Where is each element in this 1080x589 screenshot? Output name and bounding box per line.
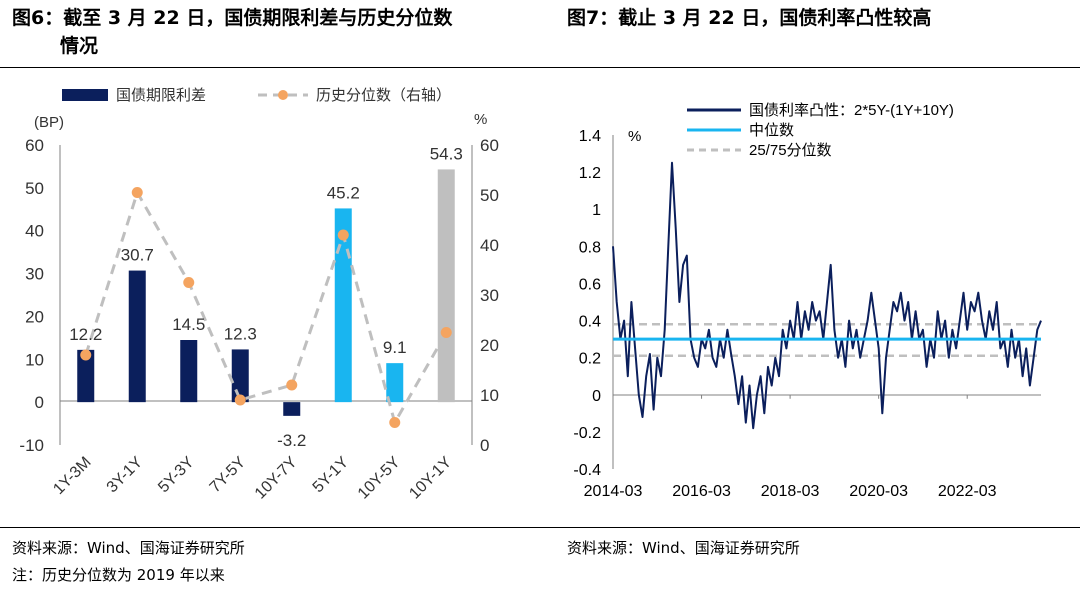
legend-dot-swatch: [278, 90, 288, 100]
y-tick-label: 0.6: [579, 276, 601, 293]
legend-bar-swatch: [62, 89, 108, 101]
y-tick-label: 0.2: [579, 351, 601, 368]
right-tick-label: 20: [480, 336, 499, 355]
bar-5Y-1Y: [334, 208, 352, 403]
y-tick-label: -0.4: [573, 462, 601, 479]
legend-line-label: 历史分位数（右轴）: [316, 87, 451, 104]
legend-median-label: 中位数: [749, 122, 794, 139]
left-tick-label: 30: [25, 265, 44, 284]
x-tick-label: 2018-03: [761, 483, 820, 500]
left-tick-label: 10: [25, 350, 44, 369]
category-label: 10Y-1Y: [406, 454, 455, 503]
percentile-dot: [234, 394, 246, 406]
percentile-dot: [80, 349, 92, 361]
x-tick-label: 2020-03: [849, 483, 908, 500]
bar-3Y-1Y: [128, 270, 146, 403]
left-tick-label: 0: [35, 393, 44, 412]
fig7-chart: 国债利率凸性：2*5Y-(1Y+10Y) 中位数 25/75分位数 % -0.4…: [573, 102, 1042, 500]
x-tick-label: 2022-03: [938, 483, 997, 500]
category-label: 10Y-7Y: [252, 454, 301, 503]
category-label: 10Y-5Y: [355, 454, 404, 503]
data-label: 12.3: [224, 324, 257, 343]
y-tick-label: 0.8: [579, 239, 601, 256]
left-tick-label: 40: [25, 222, 44, 241]
left-tick-label: 60: [25, 136, 44, 155]
percentile-dots: [80, 187, 452, 428]
category-labels: 1Y-3M 3Y-1Y 5Y-3Y 7Y-5Y 10Y-7Y 5Y-1Y 10Y-5Y 10Y…: [50, 454, 455, 503]
y-tick-label: 0.4: [579, 314, 601, 331]
category-label: 1Y-3M: [50, 454, 94, 498]
data-label: -3.2: [277, 431, 306, 450]
percentile-dot: [389, 417, 401, 428]
y-tick-labels: -0.4 -0.2 0 0.2 0.4 0.6 0.8 1 1.2 1.4: [573, 128, 601, 479]
category-label: 3Y-1Y: [104, 454, 147, 497]
y-tick-label: 1: [592, 202, 601, 219]
data-label: 54.3: [430, 144, 463, 163]
fig6-note: 注：历史分位数为 2019 年以来: [12, 566, 225, 584]
legend-bar-label: 国债期限利差: [116, 87, 206, 104]
top-rule: [0, 67, 1080, 68]
data-label: 30.7: [121, 246, 154, 265]
percentile-dot: [286, 379, 298, 391]
category-label: 5Y-1Y: [310, 454, 353, 497]
bar-10Y-7Y: [283, 402, 301, 416]
y-unit-label: %: [628, 128, 641, 145]
left-tick-label: 50: [25, 179, 44, 198]
x-tick-labels: 2014-03 2016-03 2018-03 2020-03 2022-03: [584, 394, 997, 500]
convexity-series-line: [612, 161, 1042, 430]
percentile-line: [84, 188, 448, 427]
percentile-dot: [131, 187, 143, 198]
data-label: 45.2: [327, 183, 360, 202]
percentile-dot: [183, 277, 195, 288]
bar-10Y-5Y: [386, 363, 404, 403]
data-label: 14.5: [172, 315, 205, 334]
bar-10Y-1Y: [437, 169, 455, 403]
right-unit-label: %: [474, 111, 487, 128]
fig6-title: 图6：截至 3 月 22 日，国债期限利差与历史分位数 情况: [12, 4, 532, 60]
legend-quartile-label: 25/75分位数: [749, 142, 832, 159]
data-label: 9.1: [383, 338, 407, 357]
fig6-title-line1: 图6：截至 3 月 22 日，国债期限利差与历史分位数: [12, 7, 453, 29]
fig7-title: 图7：截止 3 月 22 日，国债利率凸性较高: [567, 4, 1067, 32]
bar-1Y-3M: [77, 349, 95, 403]
right-tick-labels: 0 10 20 30 40 50 60: [480, 136, 499, 455]
fig6-title-line2: 情况: [60, 35, 99, 57]
right-tick-label: 40: [480, 236, 499, 255]
left-unit-label: (BP): [34, 114, 64, 131]
right-tick-label: 30: [480, 286, 499, 305]
left-tick-label: 20: [25, 307, 44, 326]
left-tick-label: -10: [19, 436, 44, 455]
bar-5Y-3Y: [180, 340, 198, 403]
category-label: 5Y-3Y: [155, 454, 198, 497]
bar-data-labels: 12.2 30.7 14.5 12.3 -3.2 45.2 9.1 54.3: [69, 144, 463, 449]
percentile-dot: [337, 229, 349, 241]
x-tick-label: 2014-03: [584, 483, 643, 500]
category-label: 7Y-5Y: [207, 454, 250, 497]
y-tick-label: 1.2: [579, 165, 601, 182]
legend-convexity-label: 国债利率凸性：2*5Y-(1Y+10Y): [749, 102, 954, 119]
right-tick-label: 10: [480, 386, 499, 405]
y-tick-label: -0.2: [573, 425, 601, 442]
fig6-source: 资料来源：Wind、国海证券研究所: [12, 539, 245, 557]
y-tick-label: 1.4: [579, 128, 601, 145]
percentile-dot: [440, 327, 452, 338]
bottom-rule: [0, 527, 1080, 528]
data-label: 12.2: [69, 325, 102, 344]
right-tick-label: 60: [480, 136, 499, 155]
fig7-title-line1: 图7：截止 3 月 22 日，国债利率凸性较高: [567, 7, 932, 29]
right-tick-label: 50: [480, 186, 499, 205]
fig6-chart: 国债期限利差 历史分位数（右轴） (BP) % -10 0 10 20 30 40 50 60…: [19, 87, 499, 503]
fig7-source: 资料来源：Wind、国海证券研究所: [567, 539, 800, 557]
x-tick-label: 2016-03: [672, 483, 731, 500]
y-tick-label: 0: [592, 388, 601, 405]
bar-7Y-5Y: [231, 349, 249, 403]
bars-group: [77, 169, 455, 416]
left-tick-labels: -10 0 10 20 30 40 50 60: [19, 136, 44, 455]
right-tick-label: 0: [480, 436, 489, 455]
